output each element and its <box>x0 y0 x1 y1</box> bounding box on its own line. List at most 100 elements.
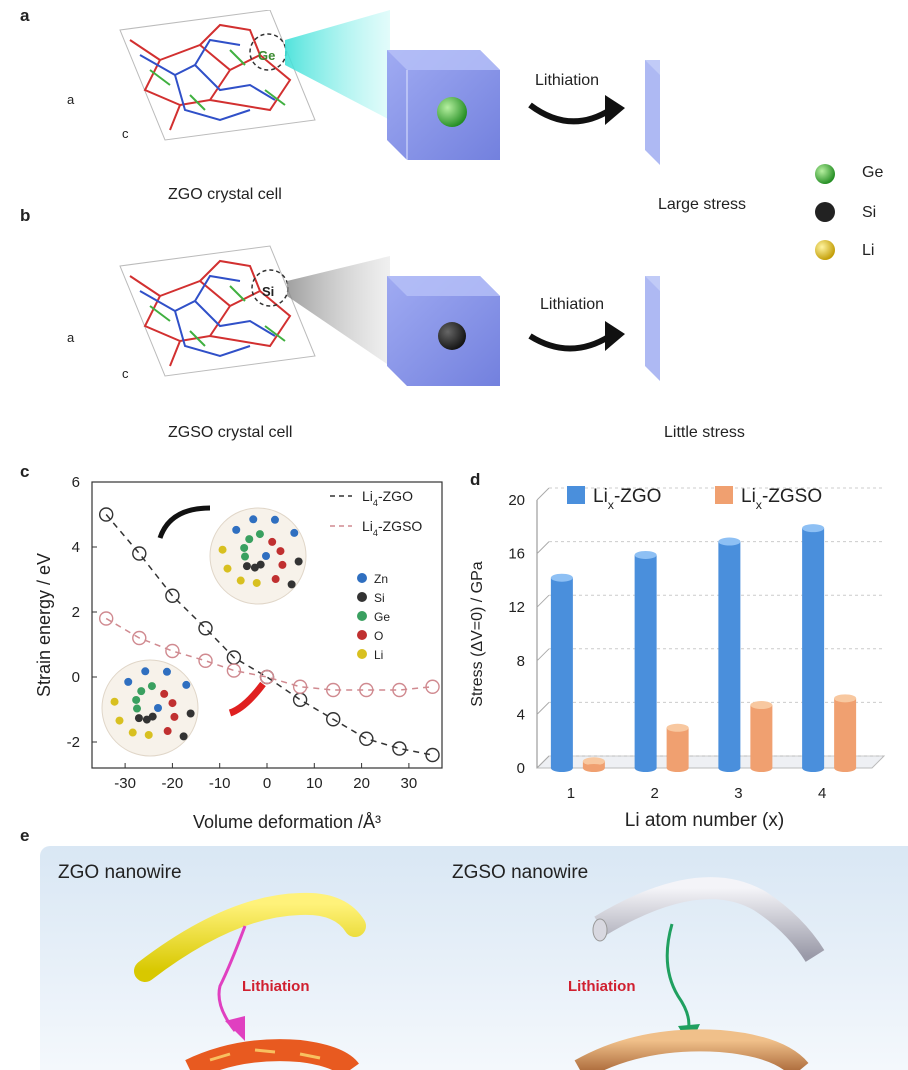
data-point <box>98 611 114 626</box>
inset-atom <box>276 547 285 556</box>
zgo-crystal-cell <box>119 10 316 141</box>
lithiation-label-e-right: Lithiation <box>568 978 636 995</box>
legend-si: Si <box>862 204 877 221</box>
inset-atom <box>115 716 124 725</box>
bar-1-3 <box>834 694 857 772</box>
bar-base <box>718 764 741 772</box>
inset-atom <box>278 560 287 569</box>
inset-atom <box>287 580 296 589</box>
inset-atom <box>141 667 150 676</box>
bar-body <box>834 698 857 768</box>
ge-atom-label: Ge <box>258 48 275 63</box>
inset-atom <box>128 728 137 737</box>
inset-atom <box>262 552 270 560</box>
bar-body <box>666 727 689 768</box>
x-tick-label: -30 <box>114 775 136 792</box>
y-gridline <box>536 594 550 608</box>
axis-c-label: c <box>122 126 129 141</box>
inset-atom <box>271 575 280 584</box>
atom-legend-dot <box>357 573 367 583</box>
data-point <box>165 643 180 659</box>
data-point <box>326 712 341 727</box>
inset-cluster-top <box>209 507 307 605</box>
inset-atom <box>133 704 142 713</box>
inset-atom <box>290 528 299 537</box>
bar-top <box>582 757 605 766</box>
atom-legend-label: Si <box>374 591 385 605</box>
panel-b-letter: b <box>20 206 31 225</box>
data-point <box>326 682 341 698</box>
inset-atom <box>170 712 179 721</box>
zgso-cell-caption: ZGSO crystal cell <box>168 424 293 441</box>
inset-atom <box>232 525 241 534</box>
bar-base <box>582 764 605 772</box>
x-tick-label: 10 <box>306 775 323 792</box>
bar-base <box>834 764 857 772</box>
atom-legend-dot <box>357 630 367 640</box>
inset-atom <box>110 697 119 706</box>
data-point <box>132 630 147 646</box>
y-tick-label: 16 <box>508 546 525 563</box>
data-point <box>292 679 308 694</box>
bar-1-1 <box>666 723 689 772</box>
data-point <box>392 682 407 698</box>
zgso-crystal-cell <box>119 245 316 377</box>
inset-atom <box>162 667 171 676</box>
legend-label: Lix-ZGSO <box>741 486 822 512</box>
bar-0-2 <box>718 537 741 772</box>
inset-cluster-bottom <box>101 659 199 757</box>
inset-atom <box>252 578 261 587</box>
x-tick-label: 4 <box>818 785 826 802</box>
panel-a-illustration: Ge <box>119 10 660 165</box>
x-axis-label: Li atom number (x) <box>625 810 784 831</box>
inset-atom <box>294 557 303 566</box>
little-stress-caption: Little stress <box>664 424 745 441</box>
x-tick-label: 1 <box>567 785 575 802</box>
inset-atom <box>148 712 157 721</box>
atom-legend-label: O <box>374 629 383 643</box>
x-tick-label: 0 <box>263 775 271 792</box>
inset-atom <box>268 537 277 546</box>
inset-atom <box>182 680 191 689</box>
atom-legend-dot <box>357 592 367 602</box>
y-tick-label: 6 <box>72 474 80 491</box>
y-tick-label: 12 <box>508 599 525 616</box>
bar-1-0 <box>582 757 605 772</box>
inset-atom <box>249 515 258 524</box>
y-gridline <box>536 755 550 769</box>
axis-c-label-b: c <box>122 366 129 381</box>
lithiation-label-b: Lithiation <box>540 296 605 313</box>
bar-0-1 <box>634 550 657 772</box>
inset-atom <box>179 732 188 741</box>
panel-a-letter: a <box>20 6 30 25</box>
legend-label: Lix-ZGO <box>593 486 661 512</box>
axis-a-label: a <box>67 92 75 107</box>
panel-b-illustration: Si <box>119 245 660 386</box>
data-point <box>165 588 180 603</box>
y-gridline <box>536 487 550 501</box>
y-tick-label: 0 <box>72 669 80 686</box>
x-tick-label: -20 <box>162 775 184 792</box>
bar-top <box>802 524 825 533</box>
inset-atom <box>137 687 146 696</box>
y-tick-label: 4 <box>72 539 80 556</box>
inset-atom <box>154 704 162 712</box>
legend-label: Li4-ZGSO <box>362 518 422 538</box>
data-point <box>198 653 213 668</box>
bar-body <box>634 554 657 768</box>
zgso-nanowire-title: ZGSO nanowire <box>452 862 589 883</box>
inset-atom <box>242 562 251 571</box>
x-tick-label: 20 <box>353 775 370 792</box>
y-axis-label: Stress (ΔV=0) / GPa <box>469 561 486 707</box>
bar-body <box>802 528 825 768</box>
inset-atom <box>255 530 264 539</box>
panel-d-letter: d <box>470 470 481 489</box>
data-point <box>359 682 374 698</box>
bar-body <box>550 577 573 768</box>
inset-atom <box>245 535 254 544</box>
data-point <box>132 546 147 561</box>
legend-swatch <box>567 486 585 504</box>
panel-c-letter: c <box>20 462 30 481</box>
